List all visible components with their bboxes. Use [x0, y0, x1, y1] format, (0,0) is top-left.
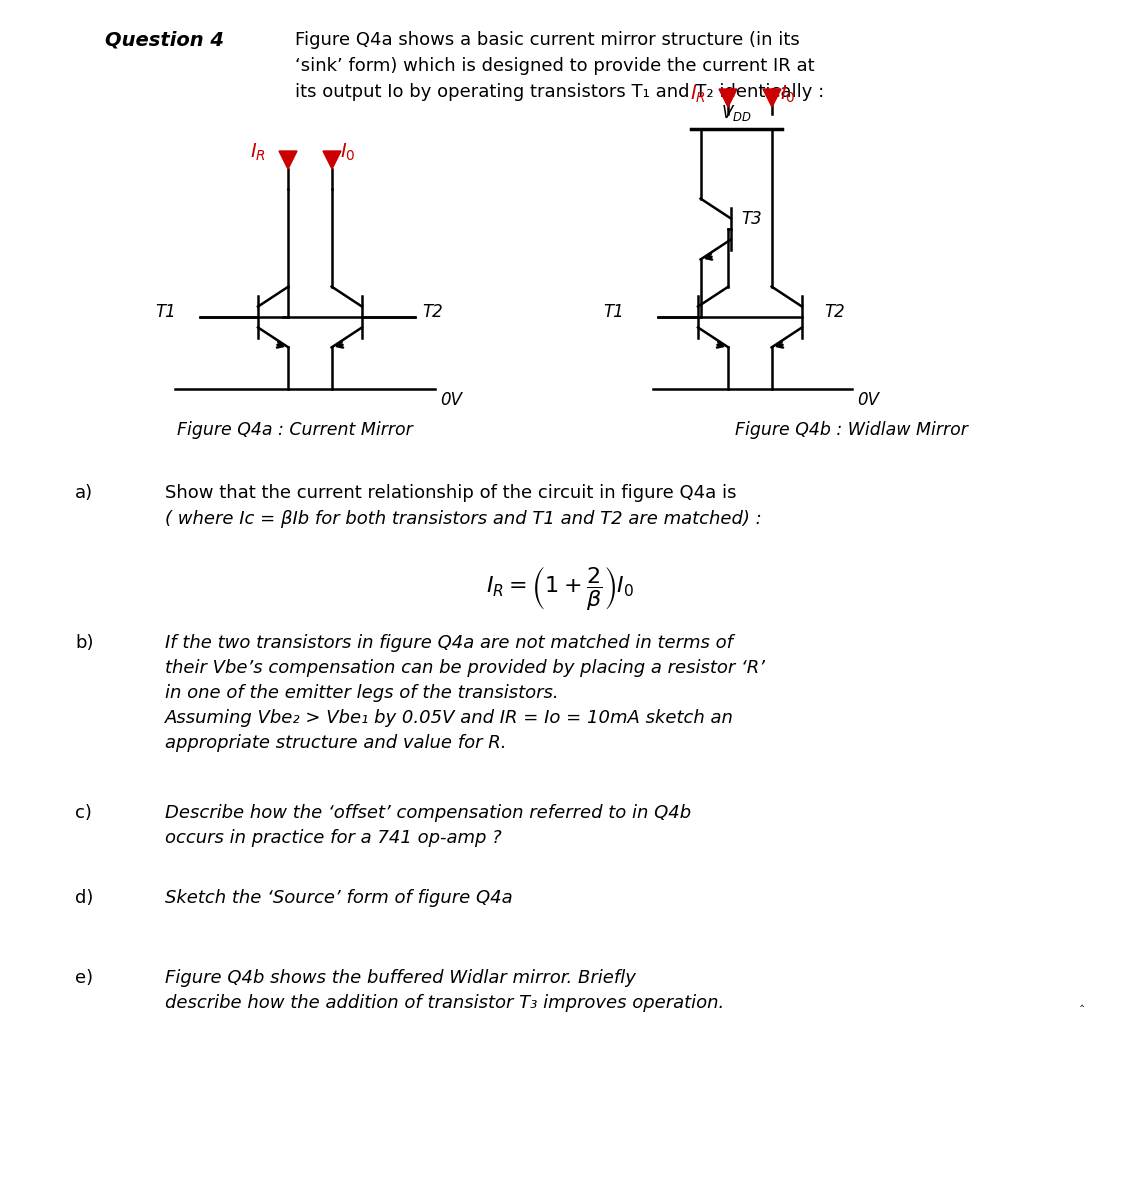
Polygon shape	[719, 88, 737, 107]
Polygon shape	[323, 151, 341, 169]
Text: T1: T1	[155, 303, 175, 321]
Text: Figure Q4a shows a basic current mirror structure (in its: Figure Q4a shows a basic current mirror …	[294, 31, 800, 50]
Text: T2: T2	[824, 303, 845, 321]
Text: 0V: 0V	[856, 391, 879, 409]
Text: If the two transistors in figure Q4a are not matched in terms of: If the two transistors in figure Q4a are…	[165, 634, 733, 652]
Text: Figure Q4b : Widlaw Mirror: Figure Q4b : Widlaw Mirror	[735, 421, 968, 439]
Text: $V_{DD}$: $V_{DD}$	[722, 103, 752, 123]
Text: Figure Q4b shows the buffered Widlar mirror. Briefly: Figure Q4b shows the buffered Widlar mir…	[165, 969, 636, 987]
Text: occurs in practice for a 741 op-amp ?: occurs in practice for a 741 op-amp ?	[165, 829, 501, 847]
Text: their Vbe’s compensation can be provided by placing a resistor ‘R’: their Vbe’s compensation can be provided…	[165, 659, 765, 677]
Text: Figure Q4a : Current Mirror: Figure Q4a : Current Mirror	[178, 421, 413, 439]
Text: 0V: 0V	[439, 391, 462, 409]
Text: T2: T2	[422, 303, 443, 321]
Text: Sketch the ‘Source’ form of figure Q4a: Sketch the ‘Source’ form of figure Q4a	[165, 889, 513, 907]
Text: c): c)	[75, 804, 92, 822]
Text: T3: T3	[741, 210, 762, 228]
Text: d): d)	[75, 889, 93, 907]
Text: $I_R$: $I_R$	[690, 84, 706, 105]
Text: T1: T1	[602, 303, 624, 321]
Text: Question 4: Question 4	[105, 31, 224, 50]
Polygon shape	[279, 151, 297, 169]
Text: its output Io by operating transistors T₁ and T₂ identically :: its output Io by operating transistors T…	[294, 83, 824, 101]
Text: describe how the addition of transistor T₃ improves operation.: describe how the addition of transistor …	[165, 994, 724, 1012]
Text: $I_0$: $I_0$	[780, 84, 796, 105]
Text: ‸: ‸	[1080, 994, 1085, 1007]
Text: $I_0$: $I_0$	[339, 141, 355, 164]
Text: in one of the emitter legs of the transistors.: in one of the emitter legs of the transi…	[165, 684, 559, 702]
Text: Describe how the ‘offset’ compensation referred to in Q4b: Describe how the ‘offset’ compensation r…	[165, 804, 691, 822]
Text: ( where Ic = βIb for both transistors and T1 and T2 are matched) :: ( where Ic = βIb for both transistors an…	[165, 511, 762, 528]
Text: $I_R = \left(1+\dfrac{2}{\beta}\right)I_0$: $I_R = \left(1+\dfrac{2}{\beta}\right)I_…	[486, 564, 634, 612]
Polygon shape	[763, 88, 781, 107]
Text: Show that the current relationship of the circuit in figure Q4a is: Show that the current relationship of th…	[165, 485, 736, 502]
Text: $I_R$: $I_R$	[250, 141, 266, 164]
Text: ‘sink’ form) which is designed to provide the current IR at: ‘sink’ form) which is designed to provid…	[294, 57, 815, 75]
Text: appropriate structure and value for R.: appropriate structure and value for R.	[165, 735, 507, 752]
Text: Assuming Vbe₂ > Vbe₁ by 0.05V and IR = Io = 10mA sketch an: Assuming Vbe₂ > Vbe₁ by 0.05V and IR = I…	[165, 709, 734, 727]
Text: b): b)	[75, 634, 93, 652]
Text: a): a)	[75, 485, 93, 502]
Text: e): e)	[75, 969, 93, 987]
